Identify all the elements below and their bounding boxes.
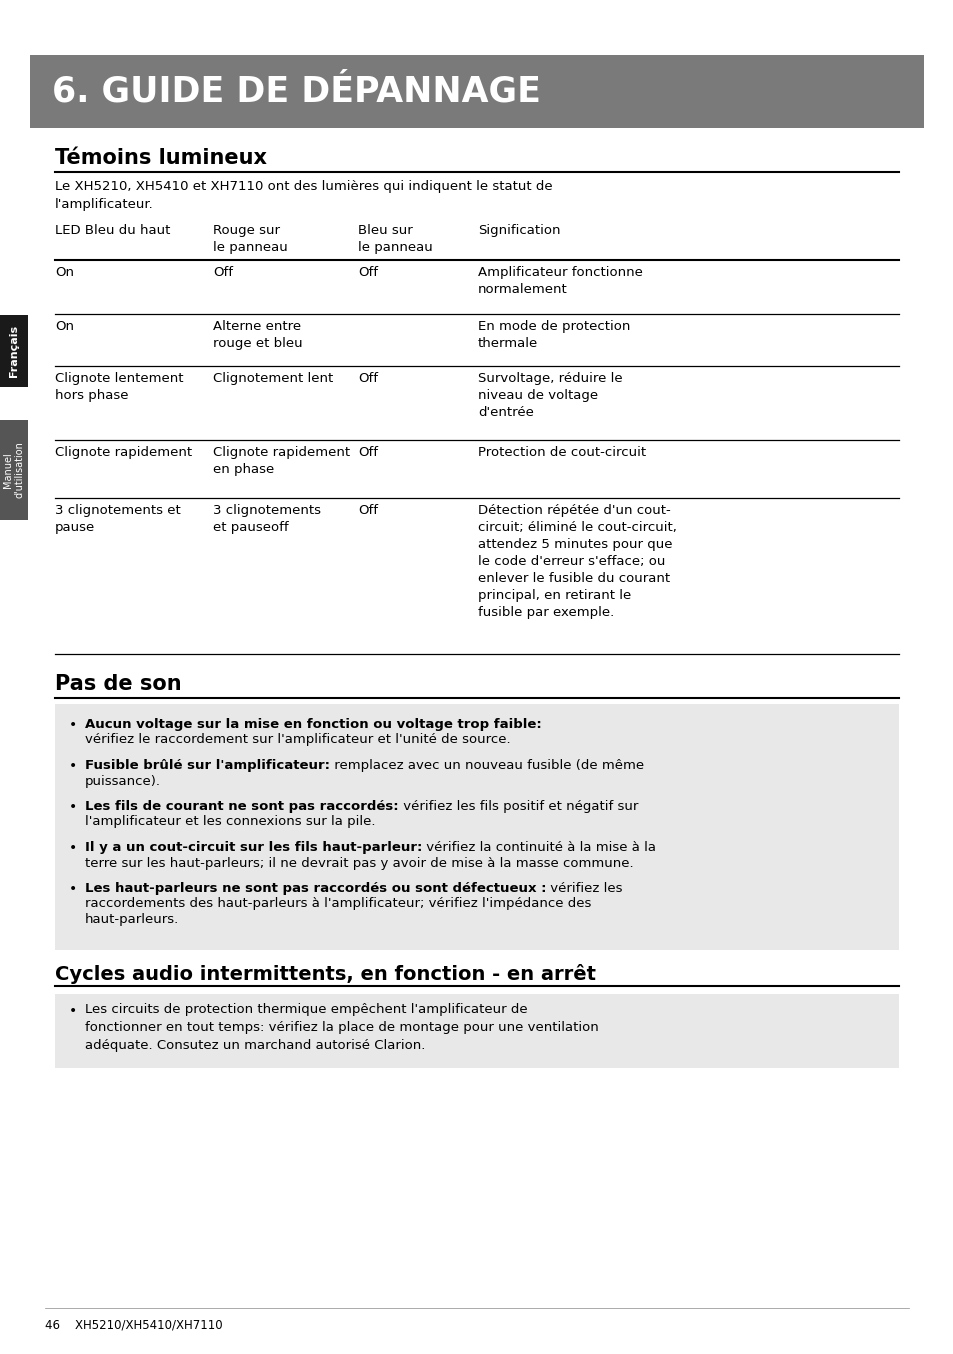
Text: vérifiez les fils positif et négatif sur: vérifiez les fils positif et négatif sur [398, 800, 638, 812]
Text: LED Bleu du haut: LED Bleu du haut [55, 223, 171, 237]
Text: En mode de protection
thermale: En mode de protection thermale [477, 320, 630, 349]
Text: Signification: Signification [477, 223, 560, 237]
Text: Protection de cout-circuit: Protection de cout-circuit [477, 445, 645, 459]
Text: Alterne entre
rouge et bleu: Alterne entre rouge et bleu [213, 320, 302, 349]
Bar [0, 315, 28, 387]
Text: Les circuits de protection thermique empêchent l'amplificateur de
fonctionner en: Les circuits de protection thermique emp… [85, 1003, 598, 1052]
Text: Les haut-parleurs ne sont pas raccordés ou sont défectueux :: Les haut-parleurs ne sont pas raccordés … [85, 881, 546, 895]
Text: •: • [69, 1003, 77, 1017]
Text: 46    XH5210/XH5410/XH7110: 46 XH5210/XH5410/XH7110 [45, 1317, 222, 1331]
Bar [55, 704, 898, 949]
Text: 6. GUIDE DE DÉPANNAGE: 6. GUIDE DE DÉPANNAGE [52, 74, 540, 108]
Text: Clignote lentement
hors phase: Clignote lentement hors phase [55, 372, 183, 402]
Text: remplacez avec un nouveau fusible (de même: remplacez avec un nouveau fusible (de mê… [330, 760, 643, 772]
Text: Amplificateur fonctionne
normalement: Amplificateur fonctionne normalement [477, 265, 642, 297]
Text: vérifiez le raccordement sur l'amplificateur et l'unité de source.: vérifiez le raccordement sur l'amplifica… [85, 734, 510, 746]
Text: l'amplificateur et les connexions sur la pile.: l'amplificateur et les connexions sur la… [85, 815, 375, 829]
Text: Off: Off [357, 445, 377, 459]
Text: Off: Off [357, 372, 377, 385]
Bar [0, 420, 28, 520]
Text: •: • [69, 881, 77, 896]
Text: Fusible brûlé sur l'amplificateur:: Fusible brûlé sur l'amplificateur: [85, 760, 330, 772]
Text: Manuel
d'utilisation: Manuel d'utilisation [3, 441, 25, 498]
Text: Bleu sur
le panneau: Bleu sur le panneau [357, 223, 433, 255]
Text: •: • [69, 760, 77, 773]
Text: Clignotement lent: Clignotement lent [213, 372, 333, 385]
Text: vérifiez les: vérifiez les [546, 881, 622, 895]
Text: •: • [69, 841, 77, 854]
Text: On: On [55, 320, 74, 333]
Text: Rouge sur
le panneau: Rouge sur le panneau [213, 223, 288, 255]
Text: Les fils de courant ne sont pas raccordés:: Les fils de courant ne sont pas raccordé… [85, 800, 398, 812]
Text: Survoltage, réduire le
niveau de voltage
d'entrée: Survoltage, réduire le niveau de voltage… [477, 372, 622, 418]
Text: Détection répétée d'un cout-
circuit; éliminé le cout-circuit,
attendez 5 minute: Détection répétée d'un cout- circuit; él… [477, 504, 677, 619]
Text: terre sur les haut-parleurs; il ne devrait pas y avoir de mise à la masse commun: terre sur les haut-parleurs; il ne devra… [85, 857, 633, 869]
Text: raccordements des haut-parleurs à l'amplificateur; vérifiez l'impédance des: raccordements des haut-parleurs à l'ampl… [85, 898, 591, 910]
Text: Clignote rapidement: Clignote rapidement [55, 445, 192, 459]
Text: Témoins lumineux: Témoins lumineux [55, 148, 267, 168]
Text: Français: Français [9, 325, 19, 376]
Text: haut-parleurs.: haut-parleurs. [85, 913, 179, 926]
Text: Off: Off [213, 265, 233, 279]
Text: vérifiez la continuité à la mise à la: vérifiez la continuité à la mise à la [422, 841, 656, 854]
Text: 3 clignotements et
pause: 3 clignotements et pause [55, 504, 180, 533]
Text: •: • [69, 800, 77, 814]
Text: Cycles audio intermittents, en fonction - en arrêt: Cycles audio intermittents, en fonction … [55, 964, 596, 983]
Text: Off: Off [357, 504, 377, 517]
Text: •: • [69, 718, 77, 733]
Text: puissance).: puissance). [85, 774, 161, 788]
Text: Off: Off [357, 265, 377, 279]
Bar [30, 56, 923, 129]
Text: 3 clignotements
et pauseoff: 3 clignotements et pauseoff [213, 504, 320, 533]
Text: Clignote rapidement
en phase: Clignote rapidement en phase [213, 445, 350, 477]
Text: Pas de son: Pas de son [55, 674, 181, 695]
Bar [55, 994, 898, 1068]
Text: On: On [55, 265, 74, 279]
Text: Aucun voltage sur la mise en fonction ou voltage trop faible:: Aucun voltage sur la mise en fonction ou… [85, 718, 541, 731]
Text: Il y a un cout-circuit sur les fils haut-parleur:: Il y a un cout-circuit sur les fils haut… [85, 841, 422, 854]
Text: Le XH5210, XH5410 et XH7110 ont des lumières qui indiquent le statut de
l'amplif: Le XH5210, XH5410 et XH7110 ont des lumi… [55, 180, 552, 211]
